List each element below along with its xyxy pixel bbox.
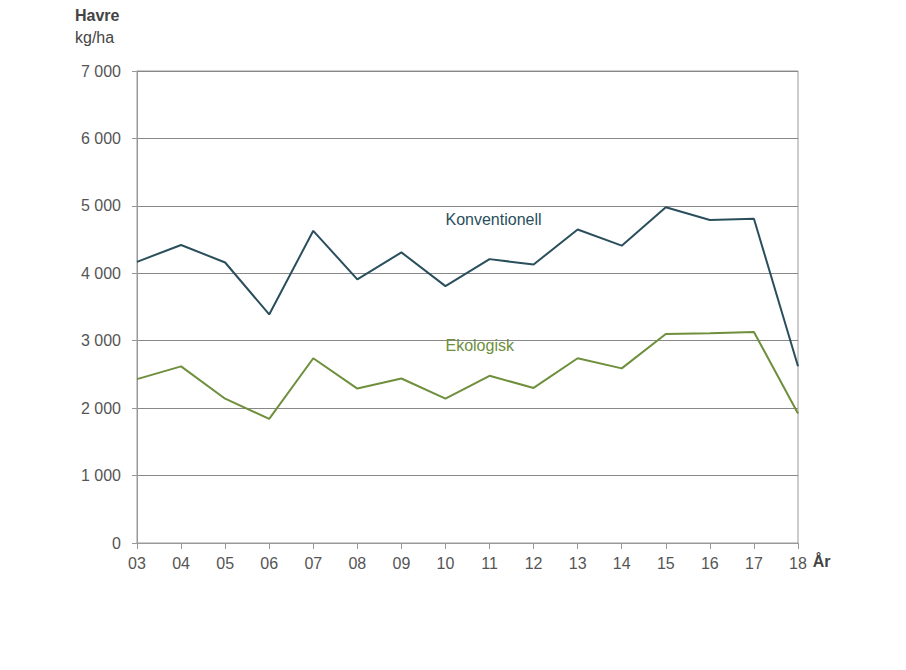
svg-text:10: 10: [437, 555, 455, 572]
svg-text:Havre: Havre: [75, 7, 120, 24]
svg-text:4 000: 4 000: [81, 265, 121, 282]
svg-text:7 000: 7 000: [81, 63, 121, 80]
svg-text:kg/ha: kg/ha: [75, 29, 114, 46]
svg-text:09: 09: [393, 555, 411, 572]
svg-text:År: År: [813, 552, 831, 570]
svg-text:5 000: 5 000: [81, 197, 121, 214]
svg-text:04: 04: [172, 555, 190, 572]
svg-text:12: 12: [525, 555, 543, 572]
svg-text:06: 06: [260, 555, 278, 572]
svg-text:07: 07: [304, 555, 322, 572]
svg-text:Ekologisk: Ekologisk: [445, 337, 514, 354]
svg-text:08: 08: [348, 555, 366, 572]
svg-text:0: 0: [112, 535, 121, 552]
svg-text:16: 16: [701, 555, 719, 572]
svg-text:13: 13: [569, 555, 587, 572]
svg-text:05: 05: [216, 555, 234, 572]
svg-text:Konventionell: Konventionell: [445, 211, 541, 228]
svg-text:15: 15: [657, 555, 675, 572]
svg-text:18: 18: [789, 555, 807, 572]
svg-text:17: 17: [745, 555, 763, 572]
svg-text:14: 14: [613, 555, 631, 572]
svg-text:2 000: 2 000: [81, 400, 121, 417]
svg-text:03: 03: [128, 555, 146, 572]
svg-text:1 000: 1 000: [81, 467, 121, 484]
svg-text:3 000: 3 000: [81, 332, 121, 349]
svg-text:6 000: 6 000: [81, 130, 121, 147]
svg-text:11: 11: [481, 555, 498, 572]
